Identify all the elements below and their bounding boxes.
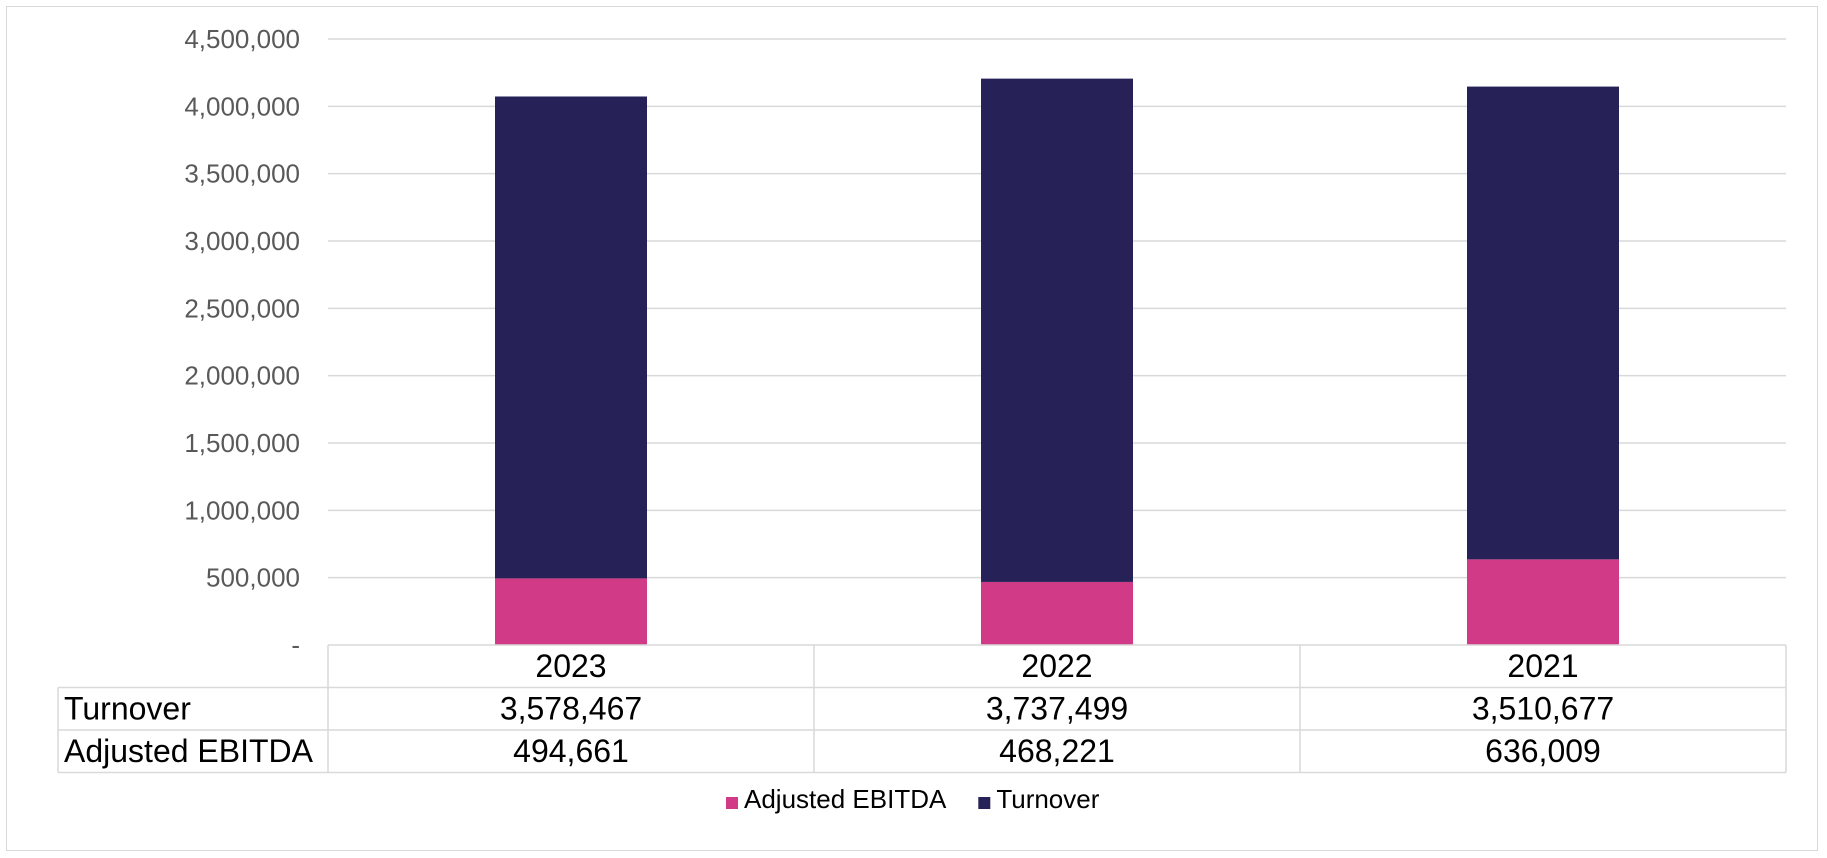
- y-tick-label: 1,500,000: [184, 428, 300, 458]
- y-tick-label: 2,000,000: [184, 361, 300, 391]
- y-tick-label: 500,000: [206, 563, 300, 593]
- table-cell-value: 3,737,499: [986, 691, 1128, 727]
- y-tick-label: -: [291, 630, 300, 660]
- bar-adjusted-ebitda-2022: [981, 581, 1133, 645]
- bar-adjusted-ebitda-2023: [495, 578, 647, 645]
- legend-label-turnover: Turnover: [996, 784, 1099, 814]
- bar-turnover-2021: [1467, 86, 1619, 560]
- y-tick-label: 3,500,000: [184, 159, 300, 189]
- category-label-2023: 2023: [535, 648, 606, 684]
- category-label-2021: 2021: [1507, 648, 1578, 684]
- table-cell-value: 3,510,677: [1472, 691, 1614, 727]
- y-tick-label: 4,000,000: [184, 91, 300, 121]
- y-tick-label: 1,000,000: [184, 495, 300, 525]
- bar-turnover-2023: [495, 96, 647, 579]
- bar-adjusted-ebitda-2021: [1467, 559, 1619, 645]
- table-row-label: Turnover: [64, 691, 191, 727]
- table-cell-value: 3,578,467: [500, 691, 642, 727]
- category-label-2022: 2022: [1021, 648, 1092, 684]
- table-cell-value: 494,661: [513, 733, 629, 769]
- legend-label-adjusted-ebitda: Adjusted EBITDA: [744, 784, 947, 814]
- y-tick-label: 2,500,000: [184, 293, 300, 323]
- bar-turnover-2022: [981, 78, 1133, 582]
- table-cell-value: 468,221: [999, 733, 1115, 769]
- table-cell-value: 636,009: [1485, 733, 1601, 769]
- y-tick-label: 3,000,000: [184, 226, 300, 256]
- legend-swatch-turnover: [978, 797, 991, 809]
- legend-swatch-adjusted-ebitda: [726, 797, 738, 809]
- y-tick-label: 4,500,000: [184, 24, 300, 54]
- table-row-label: Adjusted EBITDA: [64, 733, 314, 769]
